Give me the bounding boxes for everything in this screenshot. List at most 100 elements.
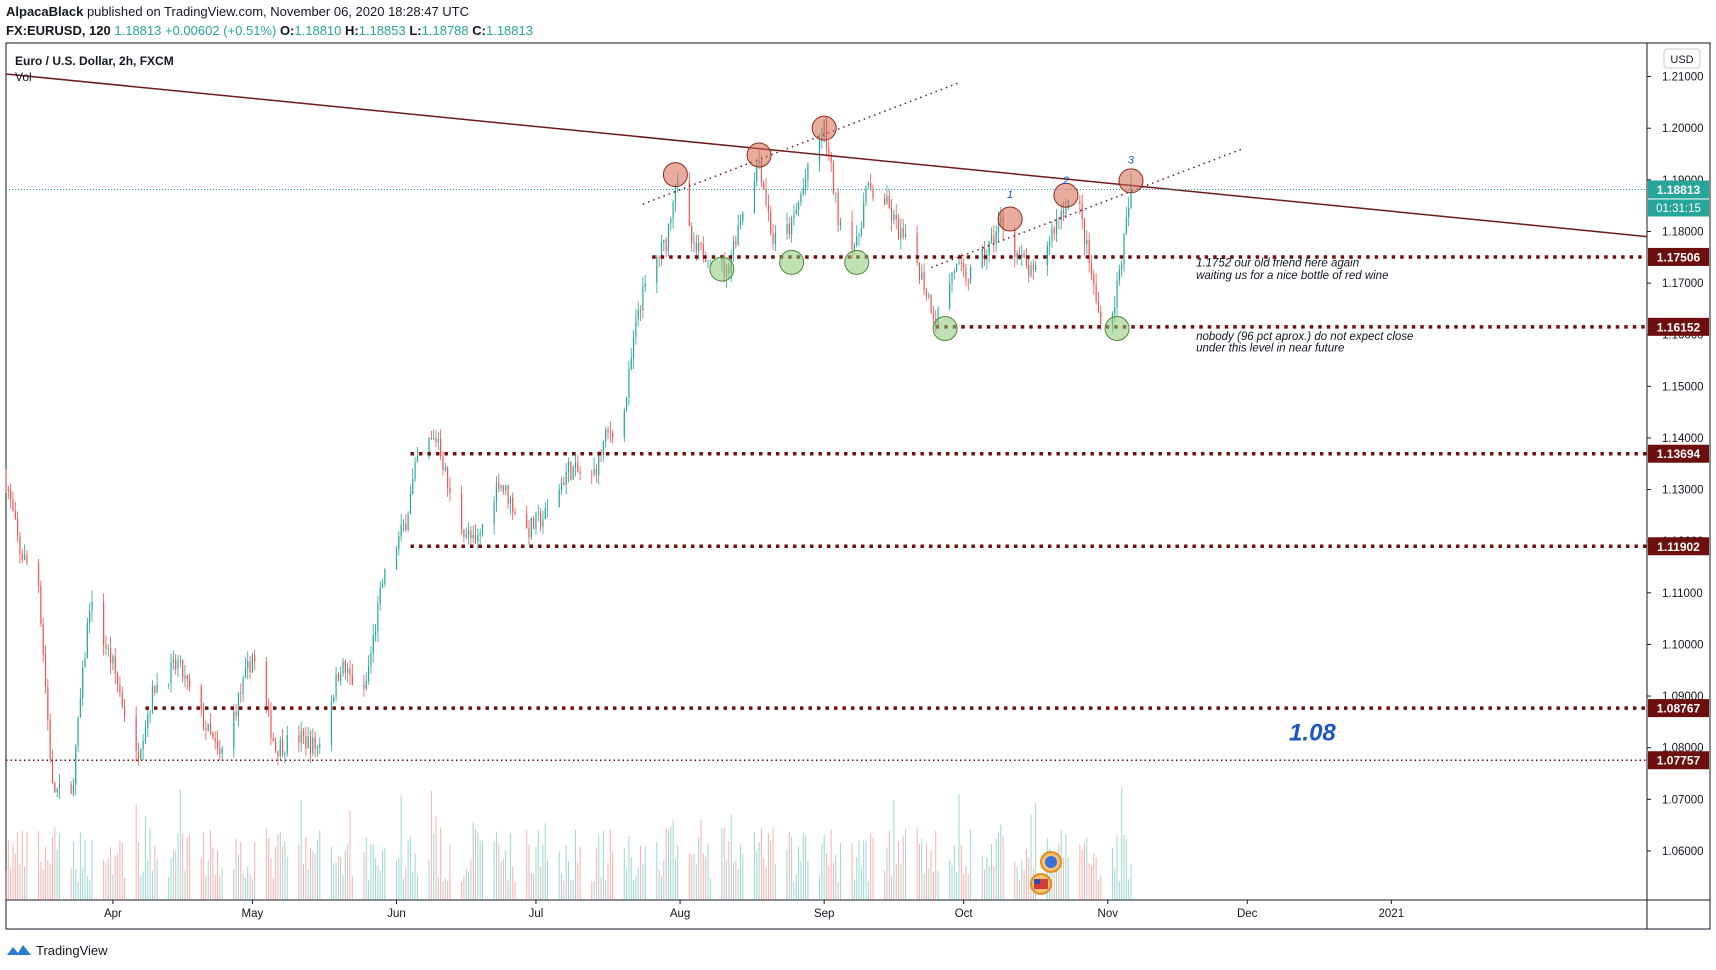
- author-name[interactable]: AlpacaBlack: [6, 4, 84, 19]
- footer-brand-text[interactable]: TradingView: [36, 942, 108, 958]
- volume-bar: [928, 868, 930, 900]
- candle-body: [284, 753, 286, 755]
- volume-bar: [1093, 853, 1095, 900]
- candle-body: [895, 214, 897, 220]
- candle-body: [533, 517, 535, 529]
- volume-bar: [14, 853, 16, 900]
- volume-bar: [175, 850, 177, 900]
- volume-bar: [660, 876, 662, 900]
- volume-bar: [89, 879, 91, 900]
- candle-body: [316, 747, 319, 749]
- candle-body: [112, 656, 114, 663]
- footer-brand[interactable]: TradingView: [6, 939, 108, 961]
- volume-bar: [107, 858, 109, 900]
- candle-body: [872, 189, 874, 199]
- top-marker-circle: [662, 162, 688, 188]
- candle-body: [14, 511, 16, 519]
- volume-bar: [960, 844, 962, 900]
- candle-body: [84, 658, 86, 668]
- volume-bar: [509, 833, 511, 900]
- candle-body: [119, 684, 121, 693]
- candle-body: [430, 437, 432, 439]
- volume-bar: [142, 871, 144, 900]
- volume-bar: [937, 870, 939, 900]
- chart-frame: [5, 42, 1711, 930]
- candle-body: [860, 228, 862, 235]
- candle-body: [1058, 218, 1060, 220]
- candle-body: [739, 220, 742, 225]
- volume-bar: [240, 842, 242, 900]
- candle-body: [1062, 210, 1065, 214]
- candle-body: [51, 759, 54, 783]
- candle-body: [963, 263, 965, 268]
- candle-body: [958, 262, 960, 264]
- candle-body: [233, 711, 235, 749]
- candle-body: [865, 185, 867, 203]
- candle-body: [1018, 252, 1021, 257]
- candle-body: [75, 746, 77, 786]
- volume-bar: [793, 880, 795, 900]
- volume-bar: [570, 880, 572, 900]
- candle-body: [49, 720, 51, 760]
- volume-bar: [1002, 836, 1004, 900]
- candle-body: [416, 456, 419, 463]
- candle-body: [993, 235, 995, 244]
- currency-button[interactable]: USD: [1663, 48, 1701, 69]
- volume-bar: [528, 844, 530, 900]
- candle-body: [644, 283, 646, 287]
- volume-bar: [110, 847, 112, 900]
- volume-bar: [691, 855, 693, 900]
- level-price-tag: 1.17506: [1657, 250, 1701, 264]
- volume-bar: [282, 846, 284, 900]
- volume-bar: [316, 839, 318, 900]
- top-marker-circle: [811, 115, 837, 141]
- candle-body: [1121, 264, 1123, 270]
- volume-bar: [344, 850, 346, 900]
- candle-body: [505, 485, 507, 491]
- time-axis[interactable]: Apr May Jun Jul Aug Sep Oct Nov Dec 2021: [104, 900, 1404, 920]
- volume-bar: [1118, 881, 1120, 900]
- candle-body: [184, 675, 186, 679]
- calendar-event-icons[interactable]: [1030, 851, 1062, 895]
- level-price-tag-bg: [1648, 317, 1709, 336]
- candle-body: [365, 681, 367, 689]
- publish-text: published on TradingView.com, November 0…: [86, 4, 469, 19]
- volume-bar: [72, 841, 74, 900]
- level-price-tag: 1.11902: [1657, 540, 1700, 554]
- volume-bar: [995, 838, 997, 900]
- currency-button-label[interactable]: USD: [1670, 54, 1693, 66]
- volume-bar: [1100, 876, 1102, 900]
- candle-body: [244, 668, 247, 678]
- candle-body: [103, 601, 105, 646]
- candle-body: [37, 562, 40, 586]
- candle-body: [798, 202, 800, 210]
- volume-bar: [756, 850, 758, 900]
- candle-body: [886, 195, 888, 204]
- volume-bar: [1028, 857, 1030, 900]
- volume-bar: [826, 853, 827, 900]
- candle-body: [530, 517, 532, 538]
- candle-body: [544, 508, 546, 520]
- candle-body: [1049, 241, 1051, 246]
- candle-body: [240, 693, 242, 695]
- volume-bar: [735, 860, 737, 900]
- volume-bar: [286, 856, 288, 900]
- candle-body: [470, 530, 472, 539]
- candle-body: [1016, 252, 1018, 257]
- volume-bar: [630, 857, 632, 900]
- volume-bar: [963, 873, 965, 900]
- candle-body: [1090, 262, 1093, 275]
- volume-bar: [723, 827, 725, 900]
- candle-body: [970, 267, 972, 283]
- candle-body: [528, 528, 530, 538]
- candle-body: [867, 182, 869, 186]
- volume-bar: [612, 852, 614, 900]
- volume-bar: [307, 869, 309, 900]
- price-axis[interactable]: 1.210001.200001.190001.180001.170001.160…: [1647, 72, 1704, 858]
- candle-body: [837, 192, 839, 226]
- candle-body: [428, 437, 430, 457]
- volume-bar: [805, 835, 807, 900]
- volume-bar: [363, 851, 365, 900]
